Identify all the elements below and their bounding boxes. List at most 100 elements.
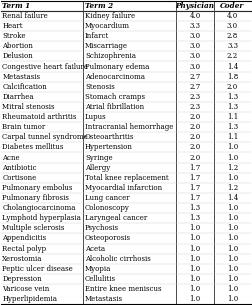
Text: 1.3: 1.3 [227, 93, 238, 101]
Text: Atrial fibrillation: Atrial fibrillation [85, 103, 144, 111]
Text: 4.0: 4.0 [189, 12, 201, 20]
Text: Pulmonary embolus: Pulmonary embolus [2, 184, 73, 192]
Text: 1.0: 1.0 [227, 255, 238, 263]
Text: 1.2: 1.2 [227, 164, 238, 172]
Text: Osteoporosis: Osteoporosis [85, 235, 131, 242]
Text: Lymphoid hyperplasia: Lymphoid hyperplasia [2, 214, 81, 222]
Text: Mitral stenosis: Mitral stenosis [2, 103, 55, 111]
Text: 3.0: 3.0 [189, 63, 201, 70]
Text: Adenocarcinoma: Adenocarcinoma [85, 73, 145, 81]
Text: Hyperlipidemia: Hyperlipidemia [2, 295, 57, 303]
Text: Term 2: Term 2 [85, 2, 113, 10]
Text: Stroke: Stroke [2, 32, 26, 40]
Text: 1.3: 1.3 [227, 123, 238, 131]
Text: 1.0: 1.0 [189, 245, 201, 253]
Text: Congestive heart failure: Congestive heart failure [2, 63, 88, 70]
Text: Myocardium: Myocardium [85, 22, 130, 30]
Text: 2.0: 2.0 [189, 123, 201, 131]
Text: Renal failure: Renal failure [2, 12, 48, 20]
Text: Delusion: Delusion [2, 52, 33, 60]
Text: 1.0: 1.0 [227, 153, 238, 162]
Text: Coder: Coder [220, 2, 245, 10]
Text: Myopia: Myopia [85, 265, 111, 273]
Text: Pulmonary edema: Pulmonary edema [85, 63, 149, 70]
Text: 2.0: 2.0 [189, 133, 201, 141]
Text: 1.1: 1.1 [227, 113, 238, 121]
Text: 1.0: 1.0 [227, 174, 238, 182]
Text: 2.0: 2.0 [189, 113, 201, 121]
Text: 1.0: 1.0 [227, 295, 238, 303]
Text: 1.7: 1.7 [189, 174, 201, 182]
Text: 1.7: 1.7 [189, 164, 201, 172]
Text: 2.3: 2.3 [189, 93, 201, 101]
Text: Cholangiocarcinoma: Cholangiocarcinoma [2, 204, 76, 212]
Text: 1.7: 1.7 [189, 194, 201, 202]
Text: Rheumatoid arthritis: Rheumatoid arthritis [2, 113, 77, 121]
Text: Colonoscopy: Colonoscopy [85, 204, 130, 212]
Text: Infarct: Infarct [85, 32, 109, 40]
Text: Cellulitis: Cellulitis [85, 275, 116, 283]
Text: Multiple sclerosis: Multiple sclerosis [2, 224, 65, 232]
Text: 3.3: 3.3 [190, 22, 200, 30]
Text: 1.0: 1.0 [227, 265, 238, 273]
Text: Lupus: Lupus [85, 113, 107, 121]
Text: 1.0: 1.0 [189, 285, 201, 293]
Text: Schizophrenia: Schizophrenia [85, 52, 136, 60]
Text: 1.3: 1.3 [189, 204, 201, 212]
Text: Miscarriage: Miscarriage [85, 42, 128, 50]
Text: 2.2: 2.2 [227, 52, 238, 60]
Text: Pulmonary fibrosis: Pulmonary fibrosis [2, 194, 69, 202]
Text: 3.0: 3.0 [227, 22, 238, 30]
Text: 1.3: 1.3 [227, 103, 238, 111]
Text: 1.0: 1.0 [227, 285, 238, 293]
Text: Cortisone: Cortisone [2, 174, 37, 182]
Text: 1.4: 1.4 [227, 194, 238, 202]
Text: Myocardial infarction: Myocardial infarction [85, 184, 162, 192]
Text: 1.0: 1.0 [227, 143, 238, 152]
Text: 3.0: 3.0 [189, 42, 201, 50]
Text: Osteoarthritis: Osteoarthritis [85, 133, 134, 141]
Text: Alcoholic cirrhosis: Alcoholic cirrhosis [85, 255, 151, 263]
Text: Heart: Heart [2, 22, 23, 30]
Text: 2.8: 2.8 [227, 32, 238, 40]
Text: Psychosis: Psychosis [85, 224, 119, 232]
Text: Term 1: Term 1 [2, 2, 30, 10]
Text: 1.0: 1.0 [227, 235, 238, 242]
Text: 1.0: 1.0 [189, 224, 201, 232]
Text: 1.0: 1.0 [189, 235, 201, 242]
Text: Appendicitis: Appendicitis [2, 235, 46, 242]
Text: 2.0: 2.0 [189, 153, 201, 162]
Text: 1.0: 1.0 [227, 224, 238, 232]
Text: Syringe: Syringe [85, 153, 113, 162]
Text: 3.0: 3.0 [189, 32, 201, 40]
Text: 1.4: 1.4 [227, 63, 238, 70]
Text: Aceta: Aceta [85, 245, 105, 253]
Text: Xerostomia: Xerostomia [2, 255, 43, 263]
Text: Carpal tunnel syndrome: Carpal tunnel syndrome [2, 133, 88, 141]
Text: Diarrhea: Diarrhea [2, 93, 34, 101]
Text: 1.3: 1.3 [189, 214, 201, 222]
Text: 1.0: 1.0 [189, 295, 201, 303]
Text: Depression: Depression [2, 275, 42, 283]
Text: Varicose vein: Varicose vein [2, 285, 49, 293]
Text: 2.3: 2.3 [189, 103, 201, 111]
Text: Total knee replacement: Total knee replacement [85, 174, 169, 182]
Text: 2.7: 2.7 [189, 83, 201, 91]
Text: 3.0: 3.0 [189, 52, 201, 60]
Text: 1.0: 1.0 [189, 275, 201, 283]
Text: Entire knee meniscus: Entire knee meniscus [85, 285, 161, 293]
Text: Hypertension: Hypertension [85, 143, 133, 152]
Text: Allergy: Allergy [85, 164, 110, 172]
Text: Kidney failure: Kidney failure [85, 12, 135, 20]
Text: 1.0: 1.0 [227, 214, 238, 222]
Text: Physician: Physician [175, 2, 214, 10]
Text: Acne: Acne [2, 153, 20, 162]
Text: Laryngeal cancer: Laryngeal cancer [85, 214, 147, 222]
Text: 1.8: 1.8 [227, 73, 238, 81]
Text: 1.7: 1.7 [189, 184, 201, 192]
Text: Metastasis: Metastasis [2, 73, 40, 81]
Text: Metastasis: Metastasis [85, 295, 123, 303]
Text: 1.0: 1.0 [227, 275, 238, 283]
Text: Abortion: Abortion [2, 42, 33, 50]
Text: Brain tumor: Brain tumor [2, 123, 45, 131]
